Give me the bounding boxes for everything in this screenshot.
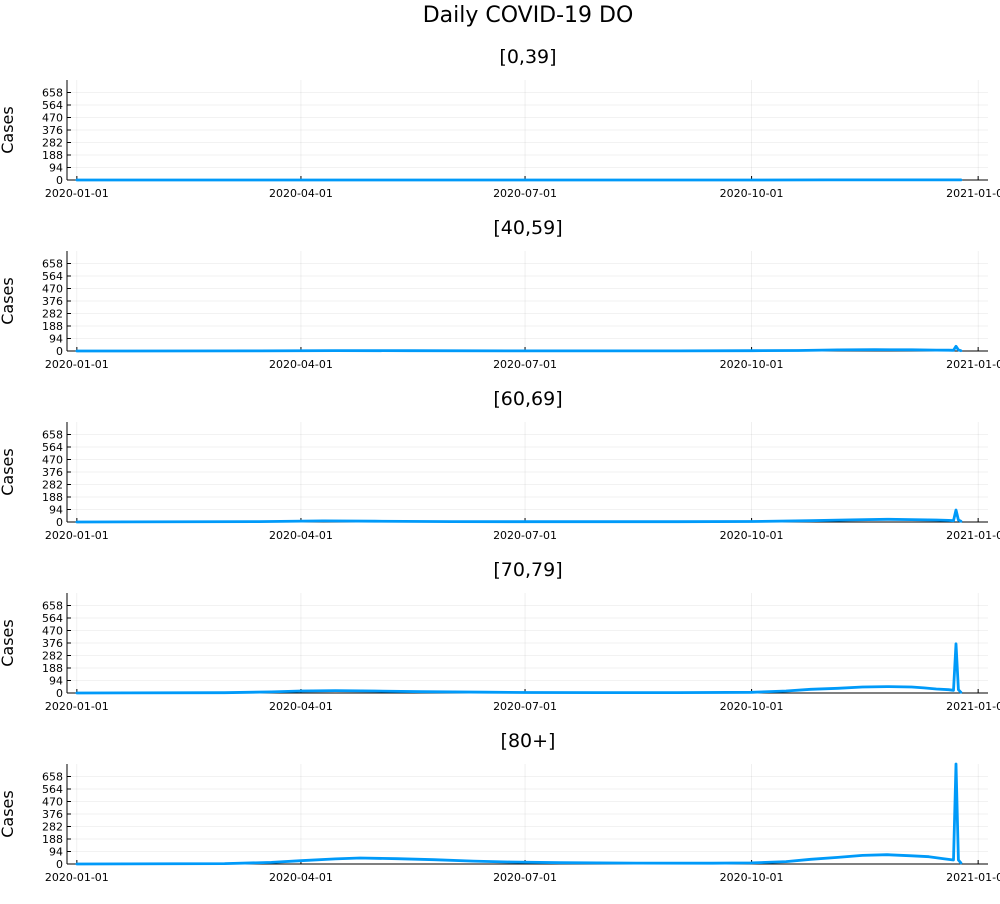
panel-title: [40,59] [493, 217, 562, 239]
x-tick-label: 2020-04-01 [269, 529, 333, 542]
y-tick-label: 94 [49, 675, 63, 688]
panel-title: [0,39] [499, 46, 556, 68]
y-tick-label: 470 [42, 796, 63, 809]
y-axis-label: Cases [0, 106, 17, 154]
x-tick-label: 2020-10-01 [720, 529, 784, 542]
panels: [0,39]Cases0941882823764705646582020-01-… [0, 46, 1000, 884]
y-axis-label: Cases [0, 790, 17, 838]
y-tick-label: 564 [42, 99, 63, 112]
y-tick-label: 564 [42, 612, 63, 625]
y-tick-label: 94 [49, 846, 63, 859]
y-tick-label: 470 [42, 625, 63, 638]
y-tick-label: 658 [42, 771, 63, 784]
y-axis-label: Cases [0, 619, 17, 667]
x-tick-label: 2020-07-01 [493, 700, 557, 713]
y-tick-label: 94 [49, 504, 63, 517]
series-line [77, 346, 961, 351]
x-tick-label: 2020-07-01 [493, 529, 557, 542]
y-tick-label: 188 [42, 149, 63, 162]
y-tick-label: 658 [42, 87, 63, 100]
y-tick-label: 564 [42, 270, 63, 283]
y-tick-label: 376 [42, 808, 63, 821]
x-tick-label: 2020-01-01 [45, 358, 109, 371]
x-tick-label: 2020-04-01 [269, 187, 333, 200]
y-tick-label: 282 [42, 650, 63, 663]
x-tick-label: 2020-01-01 [45, 700, 109, 713]
panel-title: [60,69] [493, 388, 562, 410]
y-tick-label: 0 [56, 858, 63, 871]
x-tick-label: 2021-01-01 [946, 700, 1000, 713]
x-tick-label: 2020-10-01 [720, 871, 784, 884]
y-tick-label: 282 [42, 137, 63, 150]
y-tick-label: 376 [42, 295, 63, 308]
y-tick-label: 470 [42, 112, 63, 125]
x-tick-label: 2020-04-01 [269, 700, 333, 713]
y-tick-label: 658 [42, 429, 63, 442]
y-tick-label: 188 [42, 320, 63, 333]
x-tick-label: 2020-07-01 [493, 871, 557, 884]
y-tick-label: 282 [42, 821, 63, 834]
x-tick-label: 2021-01-01 [946, 871, 1000, 884]
y-tick-label: 658 [42, 600, 63, 613]
x-tick-label: 2020-01-01 [45, 529, 109, 542]
series-line [77, 510, 961, 522]
x-tick-label: 2021-01-01 [946, 358, 1000, 371]
x-tick-label: 2021-01-01 [946, 529, 1000, 542]
x-tick-label: 2020-07-01 [493, 187, 557, 200]
y-tick-label: 94 [49, 162, 63, 175]
x-tick-label: 2021-01-01 [946, 187, 1000, 200]
y-tick-label: 0 [56, 174, 63, 187]
x-tick-label: 2020-10-01 [720, 700, 784, 713]
x-tick-label: 2020-01-01 [45, 187, 109, 200]
y-axis-label: Cases [0, 277, 17, 325]
y-tick-label: 470 [42, 283, 63, 296]
y-tick-label: 94 [49, 333, 63, 346]
y-tick-label: 188 [42, 491, 63, 504]
y-tick-label: 0 [56, 345, 63, 358]
y-tick-label: 564 [42, 441, 63, 454]
y-tick-label: 282 [42, 479, 63, 492]
y-tick-label: 0 [56, 516, 63, 529]
x-tick-label: 2020-10-01 [720, 187, 784, 200]
x-tick-label: 2020-04-01 [269, 358, 333, 371]
y-tick-label: 0 [56, 687, 63, 700]
panel-title: [80+] [501, 730, 556, 752]
y-tick-label: 376 [42, 637, 63, 650]
x-tick-label: 2020-10-01 [720, 358, 784, 371]
figure-title: Daily COVID-19 DO [423, 3, 634, 28]
x-tick-label: 2020-04-01 [269, 871, 333, 884]
y-axis-label: Cases [0, 448, 17, 496]
y-tick-label: 188 [42, 662, 63, 675]
y-tick-label: 282 [42, 308, 63, 321]
y-tick-label: 188 [42, 833, 63, 846]
x-tick-label: 2020-07-01 [493, 358, 557, 371]
y-tick-label: 658 [42, 258, 63, 271]
series-line [77, 644, 961, 693]
y-tick-label: 564 [42, 783, 63, 796]
y-tick-label: 470 [42, 454, 63, 467]
x-tick-label: 2020-01-01 [45, 871, 109, 884]
y-tick-label: 376 [42, 124, 63, 137]
y-tick-label: 376 [42, 466, 63, 479]
panel-title: [70,79] [493, 559, 562, 581]
